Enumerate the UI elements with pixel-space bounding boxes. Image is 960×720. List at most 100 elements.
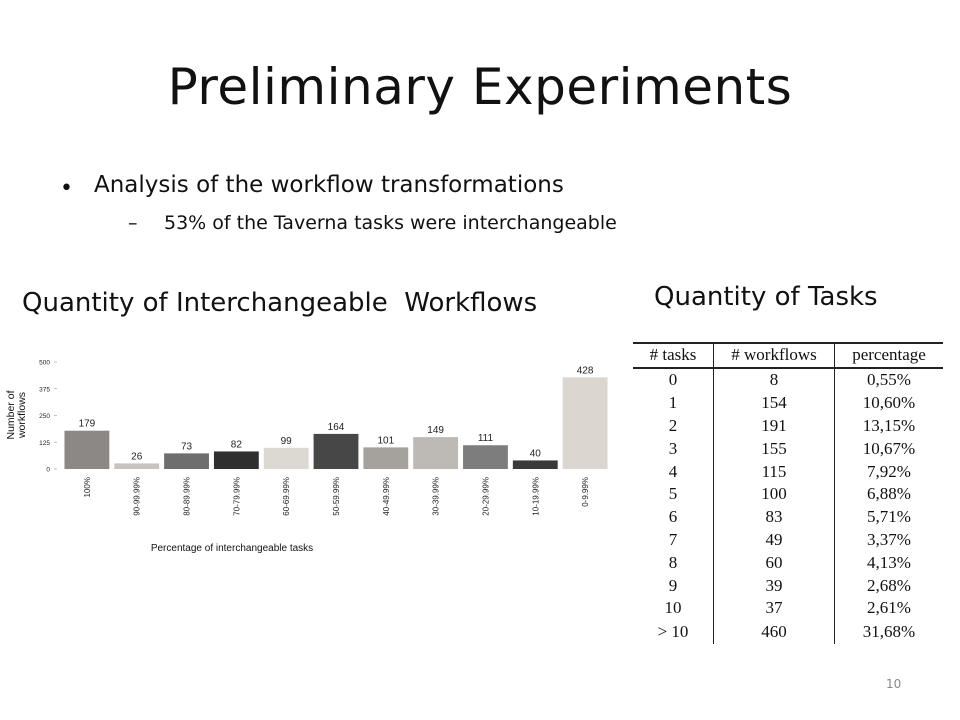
table-cell-workflows: 83: [713, 505, 835, 529]
table-cell-tasks: 0: [633, 368, 714, 392]
table-row: 10 37 2,61%: [633, 596, 943, 620]
y-tick-label: 0: [46, 467, 50, 474]
table-header-percentage: percentage: [852, 345, 926, 364]
bar: [213, 451, 259, 469]
table-cell-percentage: 2,61%: [867, 598, 911, 618]
table-row: 5 100 6,88%: [633, 482, 943, 506]
table-cell-workflows: 37: [713, 596, 835, 620]
table-cell-tasks: 5: [633, 482, 714, 506]
table-row: 7 49 3,37%: [633, 528, 943, 552]
table-cell-percentage: 5,71%: [867, 507, 911, 527]
category-label: 50-59.99%: [332, 477, 341, 516]
chart-heading: Quantity of Interchangeable Workflows: [22, 288, 538, 318]
table-cell-tasks: 9: [633, 574, 714, 597]
table-cell-workflows: 115: [713, 460, 835, 483]
y-tick-label: 500: [39, 360, 50, 367]
table-cell-tasks: 1: [633, 391, 714, 415]
table-cell-workflows: 154: [713, 391, 835, 415]
bar-value-label: 428: [577, 365, 594, 376]
bar: [463, 445, 508, 469]
workflows-bar-chart: 0 125 250 375 500 Number of workflows 179 100% 26…: [5, 360, 608, 554]
table-cell-tasks: 2: [633, 414, 714, 438]
table-cell-tasks: 8: [633, 551, 714, 575]
bar-value-label: 164: [328, 422, 345, 433]
table-row: 8 60 4,13%: [633, 551, 943, 575]
table-body: 0 8 0,55% 1 154 10,60% 2 191 13,15% 3 155 10,67% 4 11…: [633, 368, 943, 644]
table-cell-tasks: 6: [633, 505, 714, 529]
bar-value-label: 73: [181, 441, 193, 452]
table-cell-percentage: 10,67%: [862, 438, 916, 458]
y-tick-label: 125: [39, 440, 50, 447]
y-tick-label: 375: [39, 386, 50, 393]
table-heading: Quantity of Tasks: [654, 282, 878, 312]
table-cell-workflows: 155: [713, 437, 835, 461]
bar-value-label: 111: [478, 433, 494, 444]
table-row: 4 115 7,92%: [633, 460, 943, 483]
table-row: 0 8 0,55%: [633, 368, 943, 392]
category-label: 100%: [83, 477, 92, 497]
sub-bullet-text: 53% of the Taverna tasks were interchang…: [164, 212, 617, 234]
table-header-workflows: # workflows: [713, 343, 835, 368]
page-number: 10: [886, 677, 902, 691]
bullet-marker: •: [60, 176, 73, 201]
x-axis-label: Percentage of interchangeable tasks: [151, 543, 313, 554]
bullet-text: Analysis of the workflow transformations: [94, 172, 564, 198]
table-cell-tasks: 10: [633, 596, 714, 620]
table-cell-workflows: 8: [713, 368, 835, 392]
bar-value-label: 149: [427, 425, 444, 436]
table-row: 3 155 10,67%: [633, 437, 943, 461]
bar: [562, 377, 608, 469]
table-cell-percentage: 3,37%: [867, 529, 911, 549]
table-cell-percentage: 10,60%: [862, 393, 916, 413]
bar: [164, 453, 209, 469]
table-cell-workflows: 49: [713, 528, 835, 552]
bar-value-label: 101: [377, 435, 394, 446]
category-label: 0-9.99%: [581, 477, 590, 507]
bar: [413, 437, 459, 469]
bar: [263, 447, 309, 469]
bar: [313, 433, 359, 469]
category-label: 90-99.99%: [133, 477, 142, 516]
bar-value-label: 40: [530, 448, 542, 459]
category-label: 30-39.99%: [432, 477, 441, 516]
table-cell-percentage: 13,15%: [862, 415, 916, 435]
table-cell-percentage: 6,88%: [867, 484, 911, 504]
y-tick-label: 250: [39, 413, 50, 420]
table-cell-percentage: 4,13%: [867, 552, 911, 572]
table-cell-percentage: 0,55%: [867, 370, 911, 390]
table-cell-workflows: 60: [713, 551, 835, 575]
category-label: 10-19.99%: [531, 477, 540, 516]
bar-value-label: 99: [281, 436, 293, 447]
tasks-table: # tasks # workflows percentage 0 8 0,55% 1 1…: [633, 342, 943, 644]
table-row: > 10 460 31,68%: [633, 619, 943, 644]
table-cell-percentage: 31,68%: [862, 621, 916, 641]
y-axis-label: Number of: [5, 390, 17, 439]
table-cell-percentage: 7,92%: [867, 461, 911, 481]
category-label: 70-79.99%: [232, 477, 241, 516]
table-cell-tasks: 7: [633, 528, 714, 552]
category-label: 60-69.99%: [282, 477, 291, 516]
bar-value-label: 82: [231, 439, 243, 450]
table-cell-workflows: 100: [713, 482, 835, 506]
bar-value-label: 26: [131, 451, 143, 462]
table-cell-percentage: 2,68%: [867, 575, 911, 595]
table-row: 9 39 2,68%: [633, 574, 943, 597]
table-row: 6 83 5,71%: [633, 505, 943, 529]
category-label: 20-29.99%: [481, 477, 490, 516]
table-cell-tasks: 4: [633, 460, 714, 483]
bar: [363, 447, 409, 469]
table-row: 2 191 13,15%: [633, 414, 943, 438]
table-cell-workflows: 191: [713, 414, 835, 438]
table-cell-tasks: > 10: [633, 619, 714, 644]
bar-value-label: 179: [79, 419, 96, 430]
category-label: 40-49.99%: [382, 477, 391, 516]
table-cell-workflows: 39: [713, 574, 835, 597]
table-header-tasks: # tasks: [633, 343, 714, 368]
table-row: 1 154 10,60%: [633, 391, 943, 415]
table-cell-workflows: 460: [713, 619, 835, 644]
table-header-row: # tasks # workflows percentage: [633, 343, 943, 368]
y-axis-label-line2: workflows: [16, 392, 28, 439]
bar: [64, 430, 110, 469]
slide-title: Preliminary Experiments: [167, 58, 793, 116]
bar: [114, 463, 160, 469]
